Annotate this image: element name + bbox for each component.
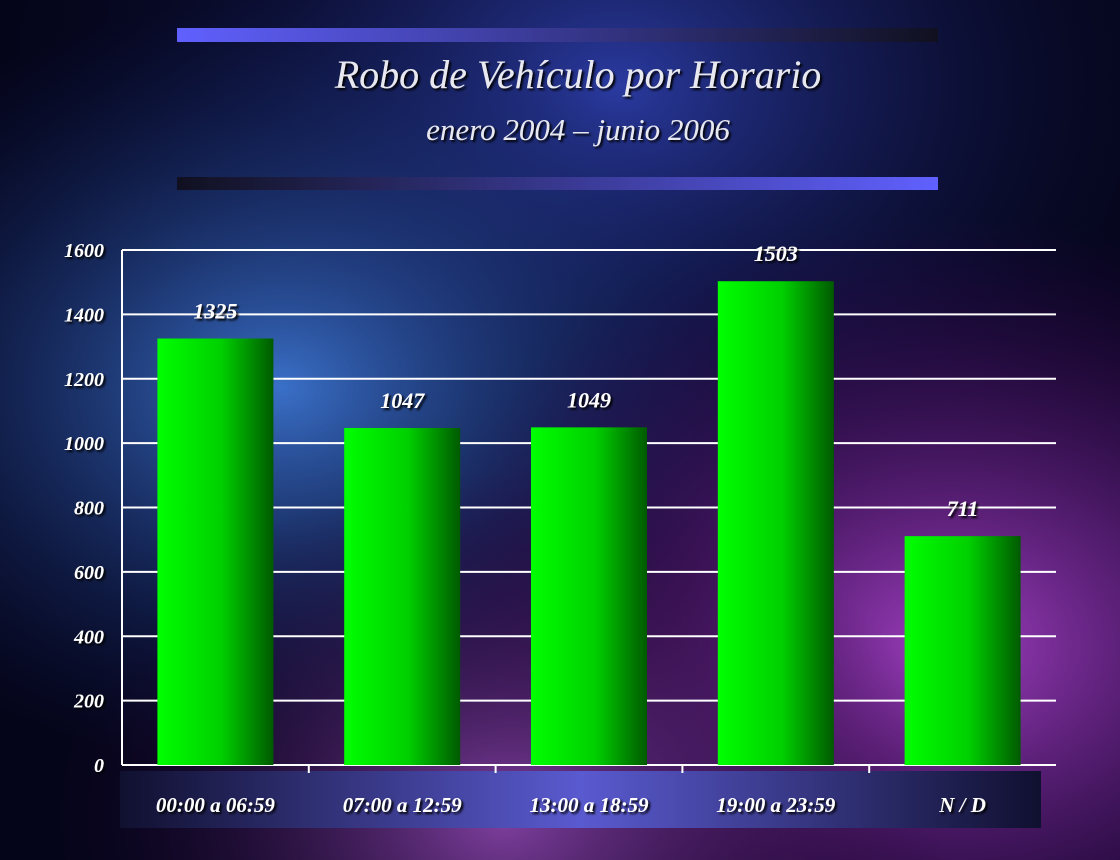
data-label: 1503: [754, 241, 798, 266]
y-tick-label: 1600: [64, 240, 104, 262]
x-tick-label: 00:00 a 06:59: [156, 793, 275, 817]
y-tick-label: 1200: [64, 369, 104, 391]
y-tick-label: 1400: [64, 304, 104, 326]
data-label: 1325: [193, 299, 237, 324]
decor-bar: [177, 28, 938, 42]
category-strip: [120, 771, 1041, 828]
y-tick-label: 800: [74, 498, 104, 520]
y-tick-label: 0: [94, 755, 104, 777]
bar: [904, 536, 1021, 765]
chart-subtitle: enero 2004 – junio 2006: [426, 112, 730, 147]
bar: [157, 338, 274, 765]
data-label: 1047: [380, 388, 425, 413]
x-tick-label: 19:00 a 23:59: [716, 793, 835, 817]
x-tick-label: N / D: [938, 793, 986, 817]
y-tick-label: 400: [73, 626, 104, 648]
data-label: 1049: [567, 387, 611, 412]
bar: [531, 427, 647, 765]
x-tick-label: 13:00 a 18:59: [530, 793, 649, 817]
y-tick-label: 600: [74, 562, 104, 584]
decor-bar: [177, 177, 938, 190]
chart-title: Robo de Vehículo por Horario: [334, 52, 822, 97]
y-tick-label: 200: [73, 691, 104, 713]
bar: [717, 281, 834, 765]
data-label: 711: [947, 496, 979, 521]
bar: [344, 427, 461, 765]
y-tick-label: 1000: [64, 433, 104, 455]
x-tick-label: 07:00 a 12:59: [343, 793, 462, 817]
